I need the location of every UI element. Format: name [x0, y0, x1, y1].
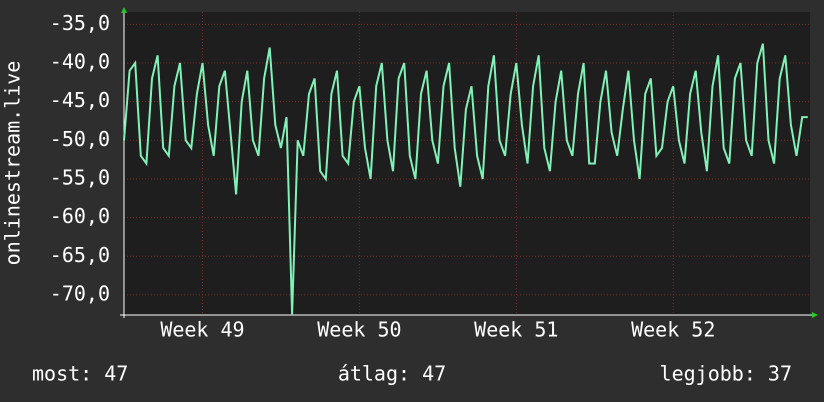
axis-arrow [121, 7, 127, 13]
stat-best: legjobb: 37 [660, 362, 792, 386]
stat-current: most: 47 [32, 362, 128, 386]
x-tick-label: Week 50 [317, 318, 401, 342]
line-series [123, 43, 808, 315]
x-tick-label: Week 51 [474, 318, 558, 342]
y-tick-label: -45,0 [50, 88, 110, 112]
grid [124, 12, 810, 315]
axis-arrow [812, 312, 818, 318]
y-tick-label: -50,0 [50, 127, 110, 151]
y-tick-label: -60,0 [50, 204, 110, 228]
y-tick-label: -65,0 [50, 243, 110, 267]
stat-average: átlag: 47 [338, 362, 446, 386]
y-tick-label: -35,0 [50, 11, 110, 35]
y-tick-label: -40,0 [50, 50, 110, 74]
y-axis-label: onlinestream.live [1, 61, 25, 266]
y-tick-label: -70,0 [50, 281, 110, 305]
x-tick-label: Week 49 [160, 318, 244, 342]
y-tick-label: -55,0 [50, 165, 110, 189]
x-tick-label: Week 52 [631, 318, 715, 342]
